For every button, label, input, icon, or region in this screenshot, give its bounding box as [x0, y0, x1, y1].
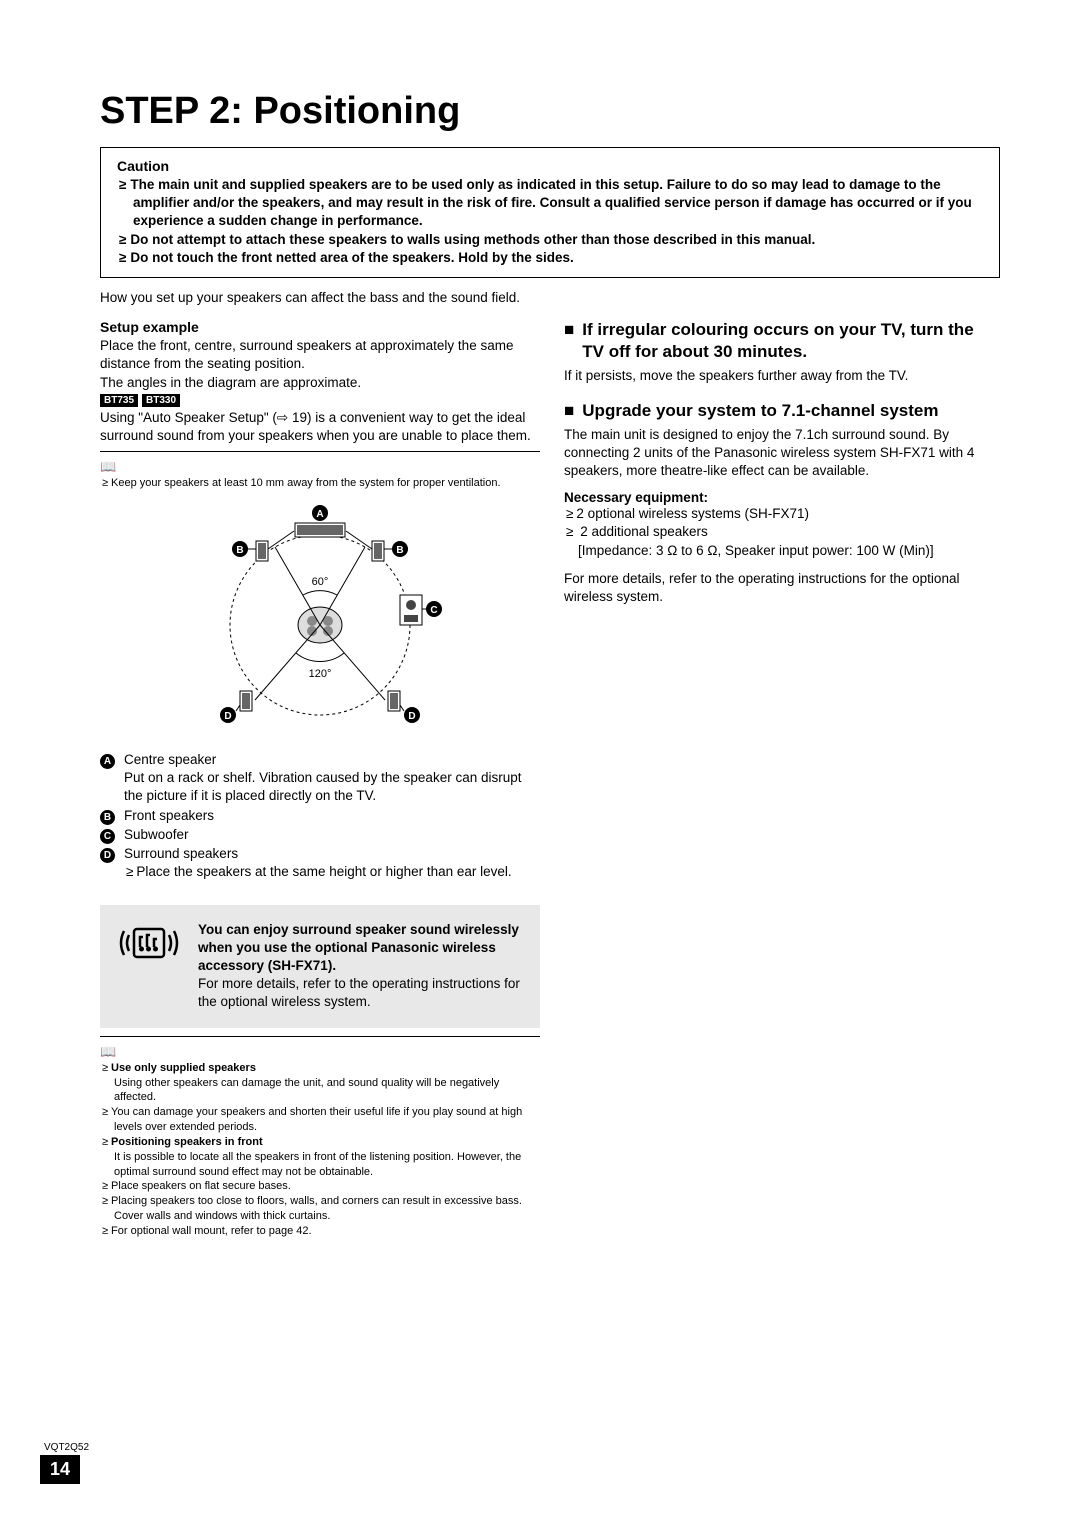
infobox-text: For more details, refer to the operating…	[198, 976, 520, 1009]
caution-heading: Caution	[117, 158, 981, 174]
svg-text:D: D	[408, 711, 415, 722]
page-number: 14	[40, 1455, 80, 1484]
note-icon	[100, 458, 540, 476]
caution-item: Do not touch the front netted area of th…	[133, 249, 981, 267]
setup-heading: Setup example	[100, 319, 540, 335]
marker-b-icon: B	[100, 810, 115, 825]
section-body: If it persists, move the speakers furthe…	[564, 367, 994, 385]
legend-desc: Put on a rack or shelf. Vibration caused…	[124, 770, 521, 803]
positioning-diagram: 60° 120° A B B	[100, 505, 540, 735]
svg-text:C: C	[430, 605, 437, 616]
caution-box: Caution The main unit and supplied speak…	[100, 147, 1000, 278]
page-footer: VQT2Q52 14	[40, 1442, 89, 1484]
right-column: If irregular colouring occurs on your TV…	[564, 319, 994, 1239]
legend-label: Front speakers	[124, 807, 540, 825]
page-title: STEP 2: Positioning	[100, 90, 1000, 133]
wireless-info-box: You can enjoy surround speaker sound wir…	[100, 905, 540, 1028]
equip-item: 2 optional wireless systems (SH-FX71)	[578, 505, 994, 523]
svg-text:A: A	[316, 509, 323, 520]
left-column: Setup example Place the front, centre, s…	[100, 319, 540, 1239]
section-heading: Upgrade your system to 7.1-channel syste…	[564, 400, 994, 422]
caution-item: Do not attempt to attach these speakers …	[133, 231, 981, 249]
caution-item: The main unit and supplied speakers are …	[133, 176, 981, 231]
footnote: Placing speakers too close to floors, wa…	[114, 1194, 540, 1224]
footnote: Positioning speakers in frontIt is possi…	[114, 1135, 540, 1180]
setup-para: Place the front, centre, surround speake…	[100, 337, 540, 373]
model-badge: BT330	[142, 394, 180, 407]
footnote: Use only supplied speakersUsing other sp…	[114, 1061, 540, 1106]
svg-text:D: D	[224, 711, 231, 722]
angle-label: 120°	[309, 668, 332, 680]
setup-note: Keep your speakers at least 10 mm away f…	[114, 476, 540, 491]
setup-para: The angles in the diagram are approximat…	[100, 374, 540, 392]
marker-a-icon: A	[100, 754, 115, 769]
legend-bullet: Place the speakers at the same height or…	[138, 863, 540, 881]
marker-c-icon: C	[100, 829, 115, 844]
legend-label: Subwoofer	[124, 826, 540, 844]
equip-heading: Necessary equipment:	[564, 490, 994, 505]
intro-text: How you set up your speakers can affect …	[100, 290, 1000, 305]
legend-label: Surround speakers	[124, 846, 238, 861]
legend-label: Centre speaker	[124, 752, 216, 767]
equip-item: 2 additional speakers [Impedance: 3 Ω to…	[578, 523, 994, 559]
marker-d-icon: D	[100, 848, 115, 863]
setup-para: Using "Auto Speaker Setup" (⇨ 19) is a c…	[100, 409, 540, 445]
svg-text:B: B	[236, 545, 243, 556]
section-body: The main unit is designed to enjoy the 7…	[564, 426, 994, 481]
infobox-bold: You can enjoy surround speaker sound wir…	[198, 922, 519, 973]
footnote: For optional wall mount, refer to page 4…	[114, 1224, 540, 1239]
note-icon	[100, 1043, 540, 1061]
speaker-legend: A Centre speaker Put on a rack or shelf.…	[100, 751, 540, 883]
svg-text:B: B	[396, 545, 403, 556]
footnote: You can damage your speakers and shorten…	[114, 1105, 540, 1135]
section-heading: If irregular colouring occurs on your TV…	[564, 319, 994, 363]
footnote: Place speakers on flat secure bases.	[114, 1179, 540, 1194]
angle-label: 60°	[312, 576, 329, 588]
section-body: For more details, refer to the operating…	[564, 570, 994, 606]
model-badge: BT735	[100, 394, 138, 407]
doc-code: VQT2Q52	[44, 1442, 89, 1453]
wireless-icon	[114, 921, 184, 1012]
